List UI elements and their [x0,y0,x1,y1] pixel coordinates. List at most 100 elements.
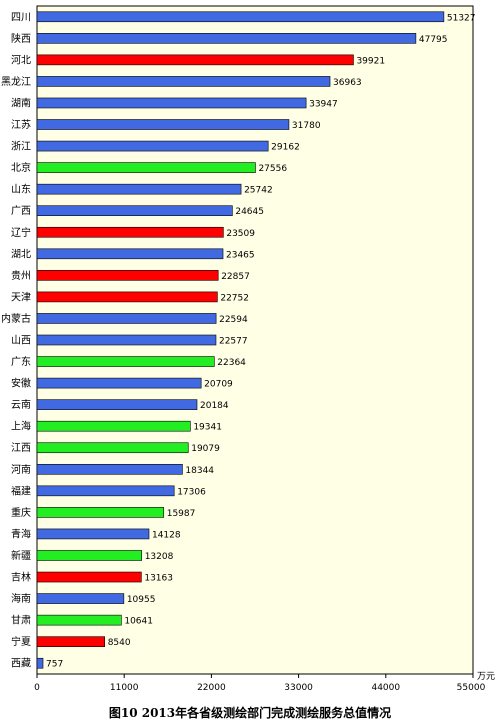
value-label: 19079 [191,444,220,454]
category-label: 湖北 [11,248,31,260]
value-label: 23509 [226,229,255,239]
bar [36,33,417,44]
category-label: 海南 [11,592,31,605]
category-label: 江西 [11,442,31,454]
category-label: 河北 [11,54,31,66]
chart-title: 图10 2013年各省级测绘部门完成测绘服务总值情况 [108,706,392,720]
category-label: 福建 [11,484,31,497]
x-tick-label: 0 [34,683,40,693]
category-label: 云南 [11,398,31,411]
bar [36,54,354,66]
value-label: 18344 [185,466,214,476]
value-label: 29162 [271,143,300,153]
bar [36,550,143,561]
value-label: 39921 [356,56,385,66]
bar [36,11,445,23]
x-tick-label: 11000 [110,683,139,693]
bar [36,119,290,130]
value-label: 31780 [292,121,321,131]
category-label: 山西 [11,335,31,347]
category-label: 浙江 [11,141,31,153]
x-tick-label: 55000 [457,683,486,693]
category-label: 山东 [11,183,31,196]
bar [36,614,122,626]
x-tick-label: 22000 [197,683,226,693]
unit-label: 万元 [477,672,495,682]
category-label: 四川 [11,12,31,23]
value-label: 19341 [193,423,222,433]
value-label: 24645 [235,207,264,217]
value-label: 17306 [177,487,206,497]
bar [36,226,224,238]
value-label: 10641 [124,617,153,627]
value-label: 20709 [204,380,233,390]
bar [36,356,215,367]
value-label: 51327 [447,13,476,23]
category-label: 江苏 [11,118,31,131]
bar [36,291,218,303]
value-label: 25742 [244,186,273,196]
category-label: 天津 [11,291,31,303]
category-label: 辽宁 [11,226,31,239]
value-label: 22364 [217,358,246,368]
bar [36,485,175,497]
bar [36,507,165,518]
bar [36,205,233,217]
bar [36,313,217,324]
category-label: 内蒙古 [1,312,31,325]
bar [36,76,331,87]
value-label: 10955 [127,595,156,605]
bar [36,270,219,281]
category-label: 湖南 [11,96,31,109]
bar [36,528,150,540]
category-label: 北京 [11,161,31,174]
category-label: 贵州 [11,269,31,282]
bar [36,140,269,152]
category-label: 广东 [11,355,31,368]
category-label: 广西 [11,205,31,217]
value-label: 20184 [200,401,229,411]
bar [36,248,224,260]
bar [36,463,183,475]
value-label: 27556 [258,164,287,174]
value-label: 33947 [309,99,338,109]
bar [36,593,125,604]
category-label: 甘肃 [11,614,31,627]
bar [36,571,142,583]
category-label: 安徽 [11,377,31,390]
value-label: 47795 [419,35,448,45]
value-label: 13208 [145,552,174,562]
category-label: 西藏 [11,658,31,670]
value-label: 22752 [220,293,249,303]
category-label: 吉林 [11,571,31,584]
bar [36,97,307,109]
bar [36,162,256,173]
value-label: 22857 [221,272,250,282]
bar [36,442,189,454]
category-label: 黑龙江 [1,75,31,88]
bar [36,636,105,647]
value-label: 22577 [219,337,248,347]
category-label: 重庆 [11,506,31,519]
bar [36,377,202,389]
value-label: 36963 [333,78,362,88]
value-label: 757 [46,660,63,670]
bar [36,420,191,432]
category-label: 上海 [11,420,31,433]
value-label: 13163 [144,574,173,584]
x-tick-label: 33000 [284,683,313,693]
value-label: 15987 [167,509,196,519]
bar [36,399,198,410]
category-label: 青海 [11,527,31,540]
value-label: 8540 [108,638,131,648]
value-label: 23465 [226,250,255,260]
category-label: 河南 [11,463,31,476]
category-label: 陕西 [11,32,31,45]
x-tick-label: 44000 [371,683,400,693]
bar [36,183,242,195]
bar [36,334,217,346]
value-label: 22594 [219,315,248,325]
bar [36,657,44,669]
category-label: 新疆 [11,549,31,562]
